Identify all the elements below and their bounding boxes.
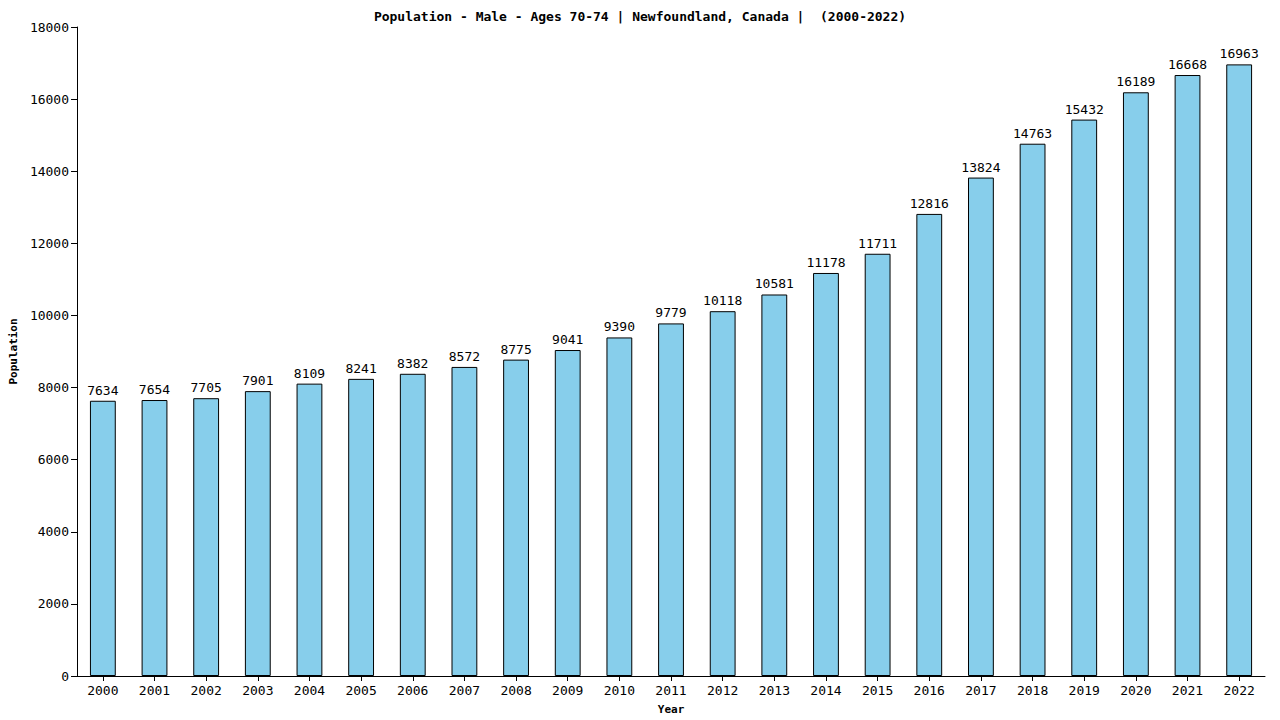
svg-text:14763: 14763 [1013,126,1052,141]
svg-text:2009: 2009 [552,683,583,698]
svg-text:2006: 2006 [397,683,428,698]
svg-text:6000: 6000 [38,452,69,467]
svg-text:2003: 2003 [242,683,273,698]
svg-text:4000: 4000 [38,524,69,539]
svg-text:2010: 2010 [604,683,635,698]
svg-text:2017: 2017 [965,683,996,698]
svg-text:8382: 8382 [397,356,428,371]
svg-text:2000: 2000 [87,683,118,698]
svg-text:7634: 7634 [87,383,118,398]
svg-text:2013: 2013 [759,683,790,698]
svg-text:9779: 9779 [655,305,686,320]
svg-text:Population: Population [7,318,20,384]
svg-text:9390: 9390 [604,319,635,334]
svg-text:2002: 2002 [191,683,222,698]
svg-text:8241: 8241 [345,361,376,376]
svg-text:2014: 2014 [810,683,841,698]
svg-text:8000: 8000 [38,380,69,395]
svg-text:11178: 11178 [806,255,845,270]
svg-text:2020: 2020 [1120,683,1151,698]
svg-text:9041: 9041 [552,332,583,347]
svg-text:18000: 18000 [30,20,69,35]
svg-text:12816: 12816 [910,196,949,211]
svg-text:7901: 7901 [242,373,273,388]
svg-text:2015: 2015 [862,683,893,698]
svg-text:8109: 8109 [294,366,325,381]
svg-text:2018: 2018 [1017,683,1048,698]
svg-text:Year: Year [658,703,685,716]
svg-text:2004: 2004 [294,683,325,698]
svg-text:2012: 2012 [707,683,738,698]
svg-text:10118: 10118 [703,293,742,308]
svg-text:2011: 2011 [655,683,686,698]
svg-text:8775: 8775 [500,342,531,357]
svg-text:2001: 2001 [139,683,170,698]
svg-text:2007: 2007 [449,683,480,698]
svg-text:2008: 2008 [500,683,531,698]
svg-text:0: 0 [61,669,69,684]
svg-text:7654: 7654 [139,382,170,397]
svg-text:2000: 2000 [38,596,69,611]
svg-text:Population - Male - Ages 70-74: Population - Male - Ages 70-74 | Newfoun… [374,9,906,24]
svg-text:7705: 7705 [191,380,222,395]
svg-text:15432: 15432 [1065,102,1104,117]
svg-text:2021: 2021 [1172,683,1203,698]
svg-text:13824: 13824 [961,160,1000,175]
svg-text:2019: 2019 [1069,683,1100,698]
svg-text:10000: 10000 [30,308,69,323]
svg-text:12000: 12000 [30,236,69,251]
svg-text:10581: 10581 [755,276,794,291]
svg-text:2016: 2016 [914,683,945,698]
svg-text:16668: 16668 [1168,57,1207,72]
svg-text:2005: 2005 [345,683,376,698]
svg-text:14000: 14000 [30,164,69,179]
svg-text:16000: 16000 [30,92,69,107]
svg-text:16189: 16189 [1116,74,1155,89]
svg-text:2022: 2022 [1224,683,1255,698]
svg-text:11711: 11711 [858,236,897,251]
svg-text:16963: 16963 [1220,46,1259,61]
svg-text:8572: 8572 [449,349,480,364]
